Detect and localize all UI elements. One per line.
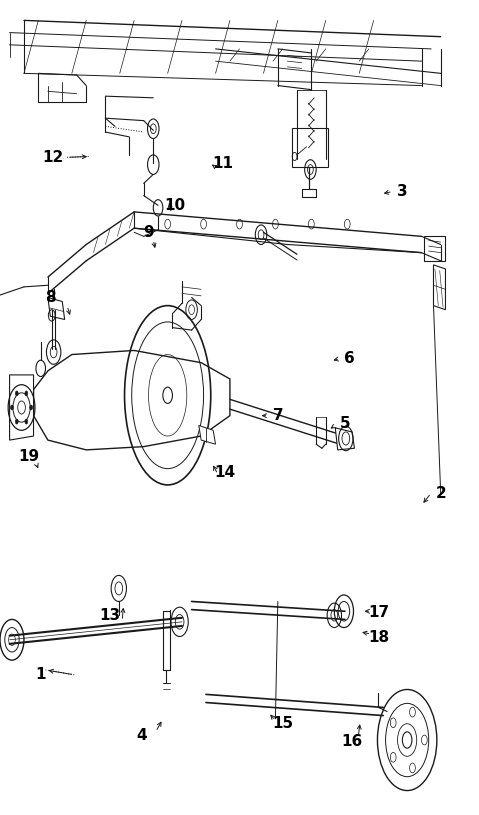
Text: 8: 8 [45, 290, 56, 305]
Circle shape [402, 732, 412, 748]
Text: 9: 9 [143, 225, 154, 240]
Text: 16: 16 [342, 734, 363, 749]
Text: 14: 14 [215, 465, 236, 480]
Text: 4: 4 [136, 728, 147, 742]
Text: 10: 10 [164, 198, 185, 213]
Polygon shape [10, 375, 34, 440]
Circle shape [390, 718, 396, 728]
Circle shape [15, 419, 18, 424]
Text: 13: 13 [100, 608, 121, 623]
Text: 15: 15 [272, 716, 293, 731]
Text: 17: 17 [368, 606, 389, 620]
Bar [424, 236, 445, 261]
Circle shape [390, 752, 396, 762]
Text: 5: 5 [340, 416, 350, 431]
Circle shape [11, 405, 13, 410]
Circle shape [15, 391, 18, 396]
Text: 3: 3 [397, 184, 408, 199]
Text: 6: 6 [344, 351, 355, 366]
Text: 12: 12 [42, 150, 63, 165]
Text: 1: 1 [35, 667, 46, 682]
Circle shape [410, 763, 415, 773]
Text: 7: 7 [273, 408, 283, 423]
Polygon shape [335, 428, 354, 450]
Text: 11: 11 [212, 156, 233, 170]
Text: 19: 19 [18, 449, 39, 464]
Circle shape [30, 405, 33, 410]
Text: 18: 18 [368, 630, 389, 645]
Bar [292, 128, 328, 167]
Text: 2: 2 [435, 486, 446, 500]
Circle shape [410, 707, 415, 717]
Circle shape [25, 419, 28, 424]
Circle shape [422, 735, 427, 745]
Polygon shape [199, 425, 216, 444]
Circle shape [25, 391, 28, 396]
Polygon shape [34, 350, 230, 450]
